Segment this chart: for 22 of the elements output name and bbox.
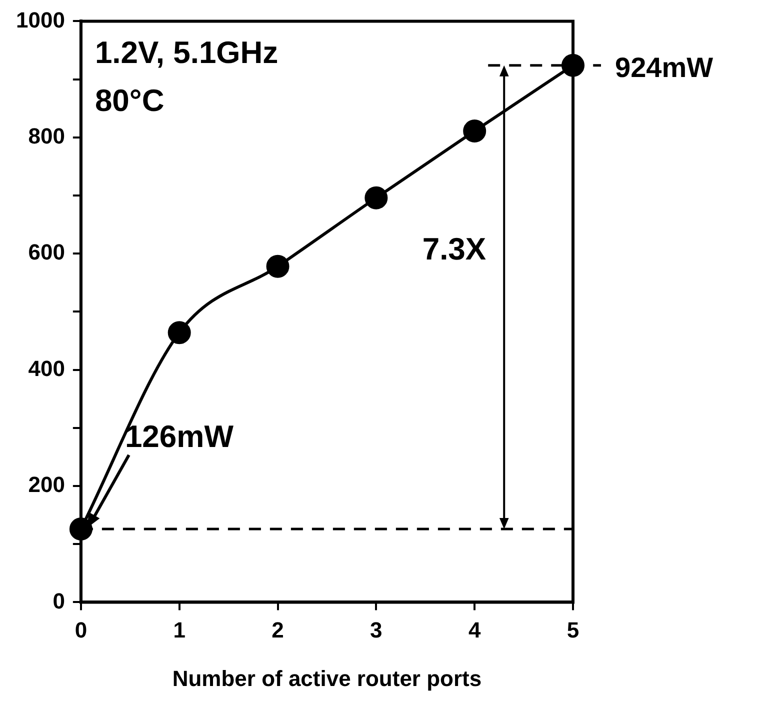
y-tick-label: 800 — [28, 123, 65, 148]
y-tick-label: 0 — [52, 588, 65, 614]
annotation: 80°C — [94, 83, 164, 118]
point — [364, 186, 388, 210]
ref-line-label: 924mW — [615, 52, 714, 84]
x-tick-label: 5 — [566, 617, 580, 642]
point — [463, 120, 486, 143]
x-tick-label: 4 — [468, 617, 482, 642]
y-tick-label: 400 — [28, 356, 65, 381]
y-tick-label: 200 — [28, 472, 65, 498]
y-tick-label: 1000 — [16, 7, 65, 32]
point — [168, 321, 191, 344]
x-tick-label: 2 — [272, 617, 284, 642]
annotation: 126mW — [124, 418, 234, 454]
y-tick-label: 600 — [28, 240, 65, 265]
x-axis-title: Number of active router ports — [172, 666, 482, 691]
x-tick-label: 0 — [74, 617, 88, 642]
x-tick-label: 3 — [370, 617, 382, 642]
annotation: 7.3X — [422, 231, 486, 266]
annotation: 1.2V, 5.1GHz — [94, 35, 278, 70]
x-tick-label: 1 — [173, 617, 186, 642]
point — [266, 254, 290, 278]
